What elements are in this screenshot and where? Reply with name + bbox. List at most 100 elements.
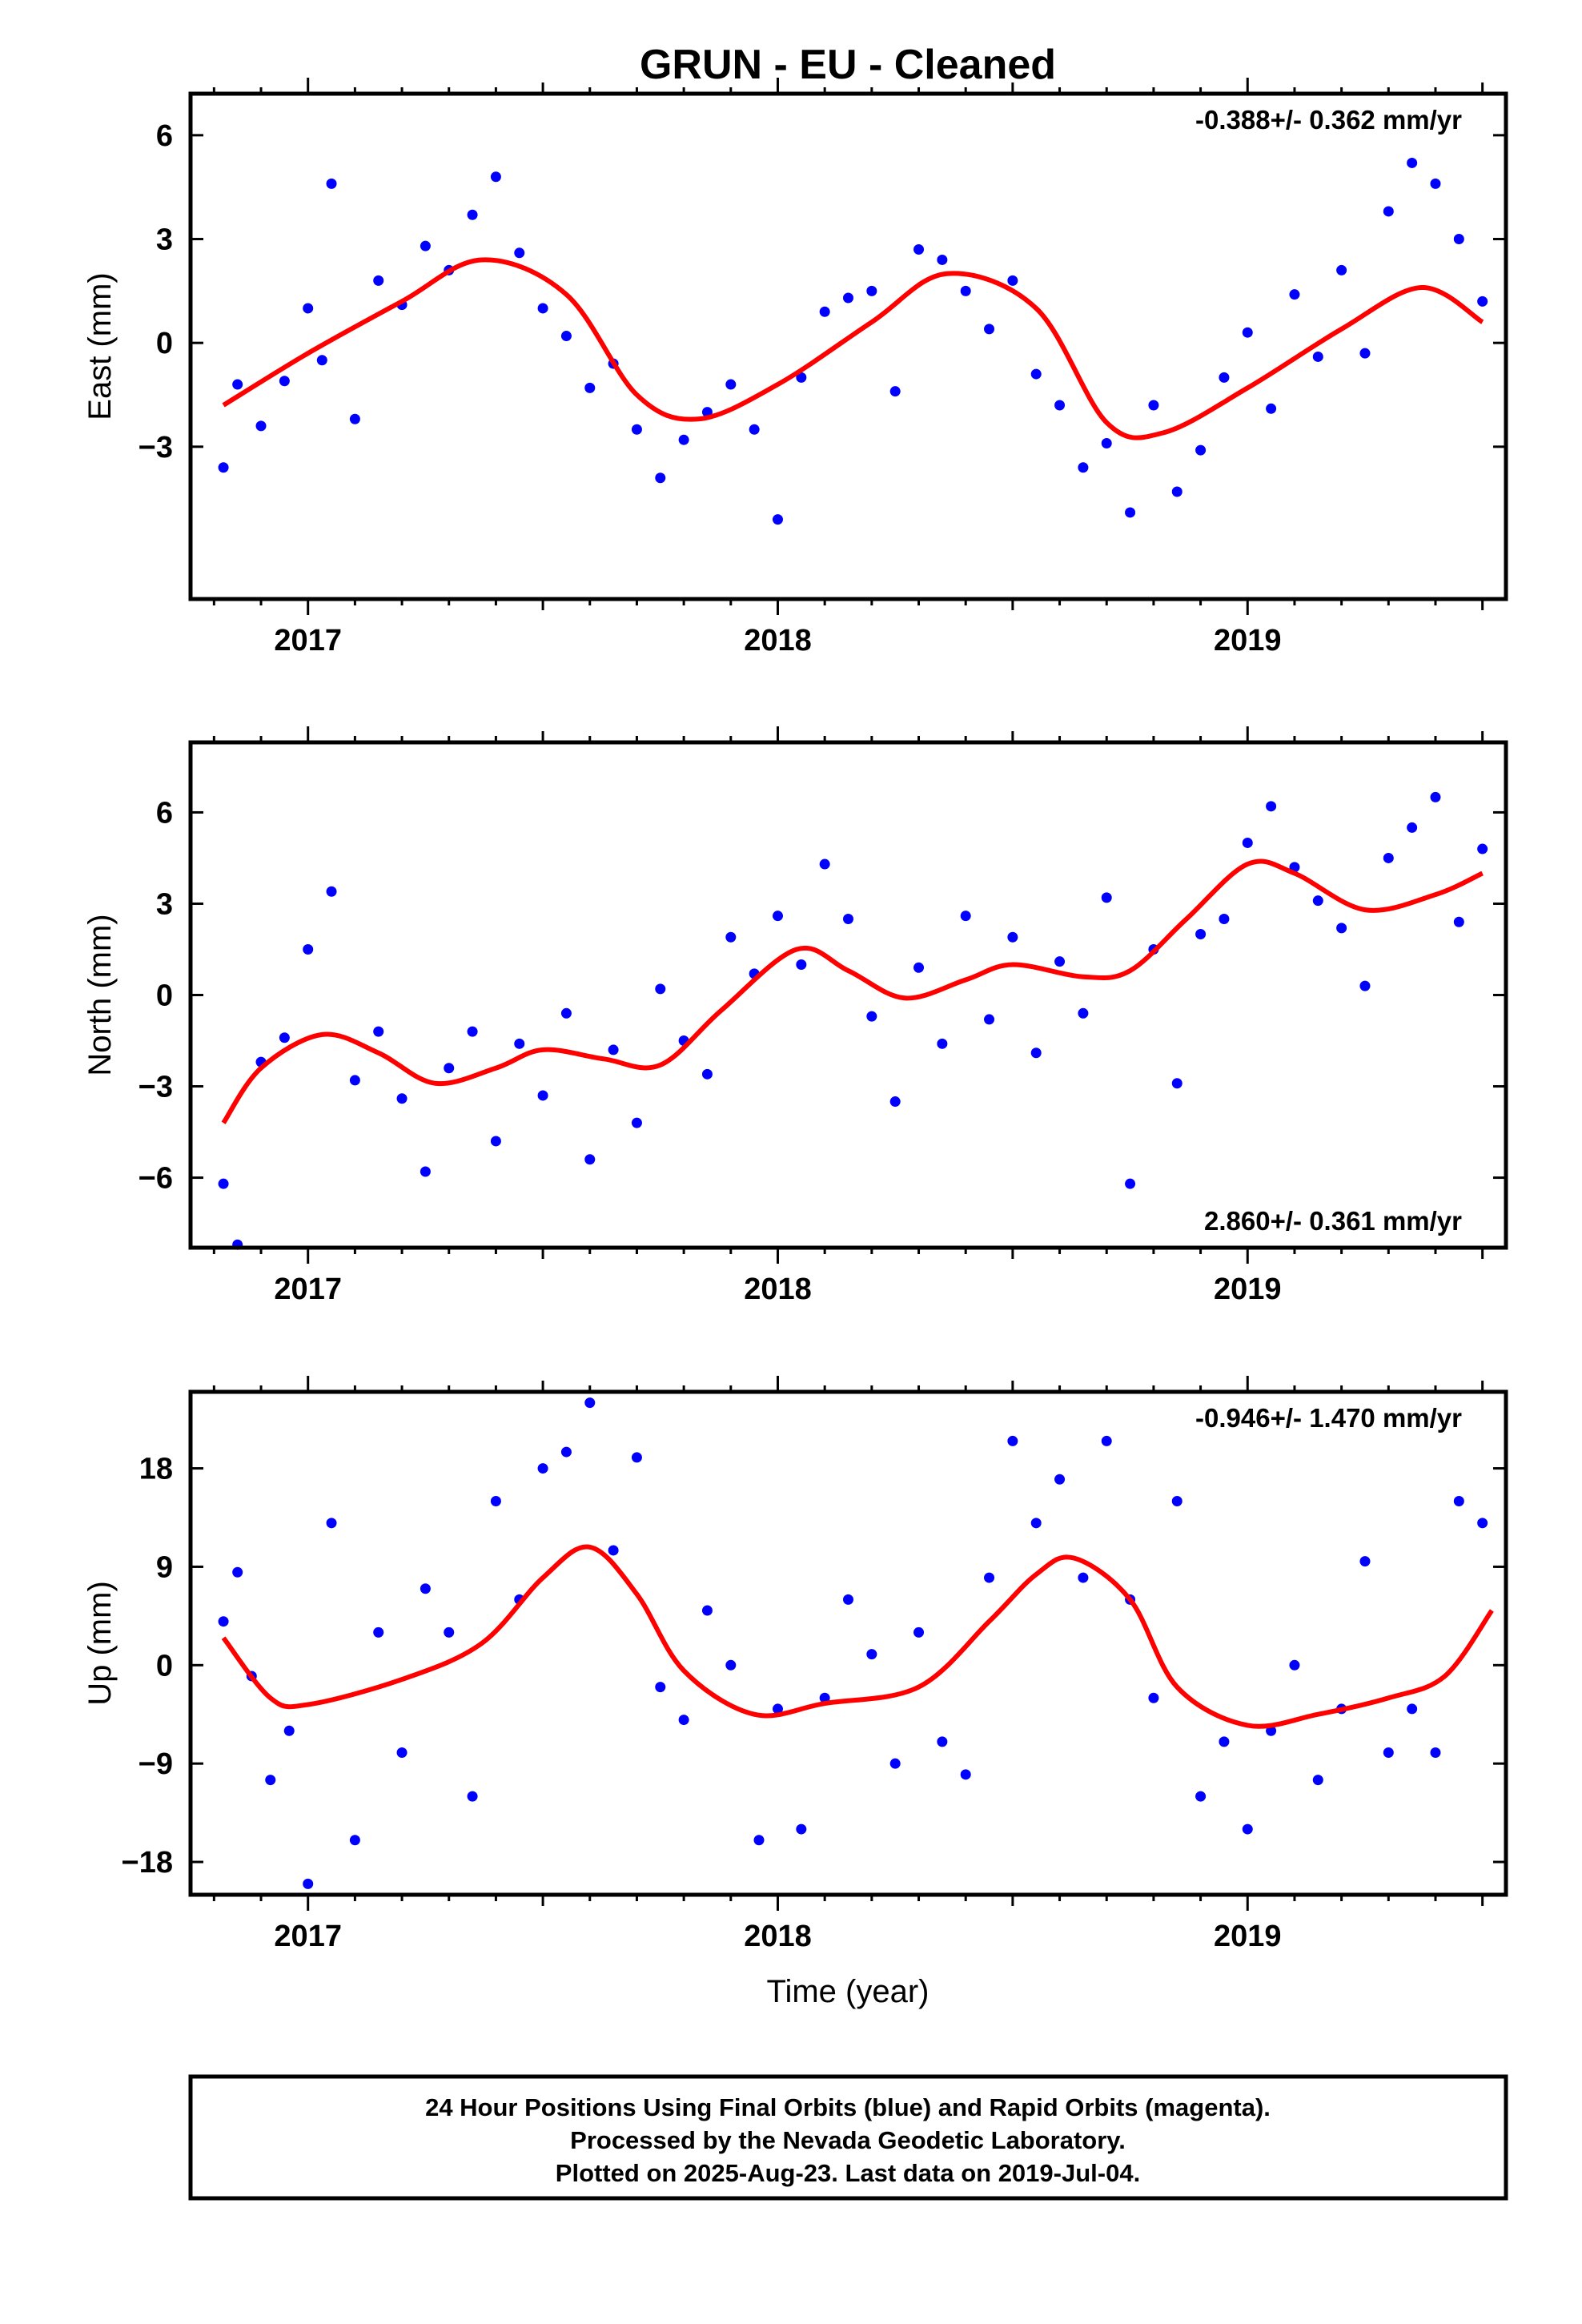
north-data-point (420, 1166, 431, 1177)
east-data-point (1312, 351, 1323, 362)
up-data-point (349, 1835, 360, 1846)
east-data-point (1242, 327, 1253, 338)
up-data-point (1171, 1496, 1182, 1507)
up-y-tick-label: 9 (156, 1550, 173, 1584)
east-rate: -0.388+/- 0.362 mm/yr (1195, 105, 1462, 135)
north-y-tick-label: 6 (156, 796, 173, 830)
up-data-point (444, 1626, 455, 1638)
up-data-point (913, 1626, 925, 1638)
east-data-point (1007, 275, 1018, 286)
north-data-point (1125, 1178, 1136, 1189)
north-x-tick-label: 2018 (744, 1273, 812, 1306)
east-data-point (1289, 289, 1300, 300)
up-data-point (490, 1496, 501, 1507)
north-data-point (396, 1093, 408, 1104)
east-data-point (584, 382, 596, 393)
east-ticks: 2017 2018 2019 −3 0 3 6 (139, 78, 1506, 657)
north-data-point (1007, 931, 1018, 943)
north-data-point (772, 911, 783, 922)
east-data-point (960, 285, 971, 296)
east-y-tick-label: 6 (156, 119, 173, 153)
north-data-point (1101, 892, 1112, 903)
east-data-point (373, 275, 384, 286)
north-data-point (1383, 852, 1394, 863)
east-data-point (255, 420, 267, 432)
north-x-tick-label: 2017 (274, 1273, 342, 1306)
up-data-point (537, 1463, 548, 1474)
east-data-point (678, 434, 689, 445)
north-data-point (349, 1075, 360, 1086)
north-data-point (373, 1026, 384, 1037)
up-data-point (1101, 1435, 1112, 1446)
north-data-point (1336, 923, 1347, 934)
east-data-point (1336, 264, 1347, 275)
up-data-point (1407, 1703, 1418, 1715)
east-data-point (796, 372, 807, 383)
north-data-point (725, 931, 737, 943)
east-data-point (514, 247, 525, 259)
up-data-point (655, 1682, 666, 1693)
east-data-point (1101, 438, 1112, 449)
north-points (218, 791, 1488, 1250)
east-data-point (1477, 296, 1488, 307)
east-data-point (560, 331, 572, 342)
north-data-point (1030, 1047, 1042, 1059)
north-rate: 2.860+/- 0.361 mm/yr (1204, 1206, 1462, 1236)
north-data-point (701, 1068, 713, 1080)
east-data-point (937, 254, 948, 265)
east-data-point (1359, 348, 1371, 359)
up-data-point (753, 1835, 765, 1846)
north-data-point (1219, 913, 1230, 924)
up-data-point (283, 1725, 295, 1736)
north-data-point (1477, 843, 1488, 854)
north-data-point (655, 983, 666, 995)
east-panel: 2017 2018 2019 −3 0 3 6 East (mm) -0.388+/- 0.… (82, 78, 1508, 657)
north-data-point (514, 1038, 525, 1049)
east-frame (188, 91, 1508, 601)
up-data-point (1078, 1572, 1089, 1583)
north-data-point (1078, 1007, 1089, 1019)
up-data-point (1453, 1496, 1464, 1507)
east-data-point (889, 386, 901, 397)
east-points (218, 157, 1488, 525)
east-data-point (772, 514, 783, 525)
north-fit-line (221, 858, 1484, 1124)
up-data-point (984, 1572, 995, 1583)
north-data-point (467, 1026, 478, 1037)
up-data-point (819, 1692, 830, 1703)
up-data-point (960, 1769, 971, 1780)
east-data-point (349, 413, 360, 424)
north-x-tick-label: 2019 (1214, 1273, 1282, 1306)
up-data-point (373, 1626, 384, 1638)
east-data-point (316, 355, 327, 366)
north-data-point (1359, 980, 1371, 991)
north-panel: 2017 2018 2019 −6 −3 0 3 6 North (mm) 2.860+/- … (82, 726, 1508, 1306)
north-data-point (889, 1096, 901, 1108)
north-data-point (1430, 791, 1441, 802)
east-data-point (819, 306, 830, 317)
east-data-point (490, 171, 501, 183)
north-data-point (866, 1011, 877, 1022)
up-data-point (889, 1758, 901, 1769)
north-data-point (960, 911, 971, 922)
east-data-point (303, 303, 314, 314)
east-data-point (279, 376, 290, 387)
up-data-point (1312, 1775, 1323, 1786)
up-y-tick-label: 0 (156, 1649, 173, 1683)
footer-line-3: Plotted on 2025-Aug-23. Last data on 201… (556, 2159, 1140, 2187)
north-data-point (326, 886, 337, 897)
east-data-point (984, 324, 995, 335)
up-data-point (1430, 1747, 1441, 1759)
up-panel: 2017 2018 2019 −18 −9 0 9 18 Up (mm) -0.946+/- … (82, 1376, 1508, 1953)
up-data-point (608, 1545, 619, 1556)
east-data-point (725, 379, 737, 390)
east-data-point (1453, 234, 1464, 245)
east-data-point (913, 243, 925, 255)
up-ylabel: Up (mm) (82, 1581, 118, 1706)
north-data-point (490, 1136, 501, 1147)
up-rate: -0.946+/- 1.470 mm/yr (1195, 1403, 1462, 1433)
east-data-point (1407, 157, 1418, 168)
north-y-tick-label: 0 (156, 979, 173, 1013)
up-data-point (265, 1775, 276, 1786)
north-y-tick-label: −6 (139, 1162, 173, 1196)
